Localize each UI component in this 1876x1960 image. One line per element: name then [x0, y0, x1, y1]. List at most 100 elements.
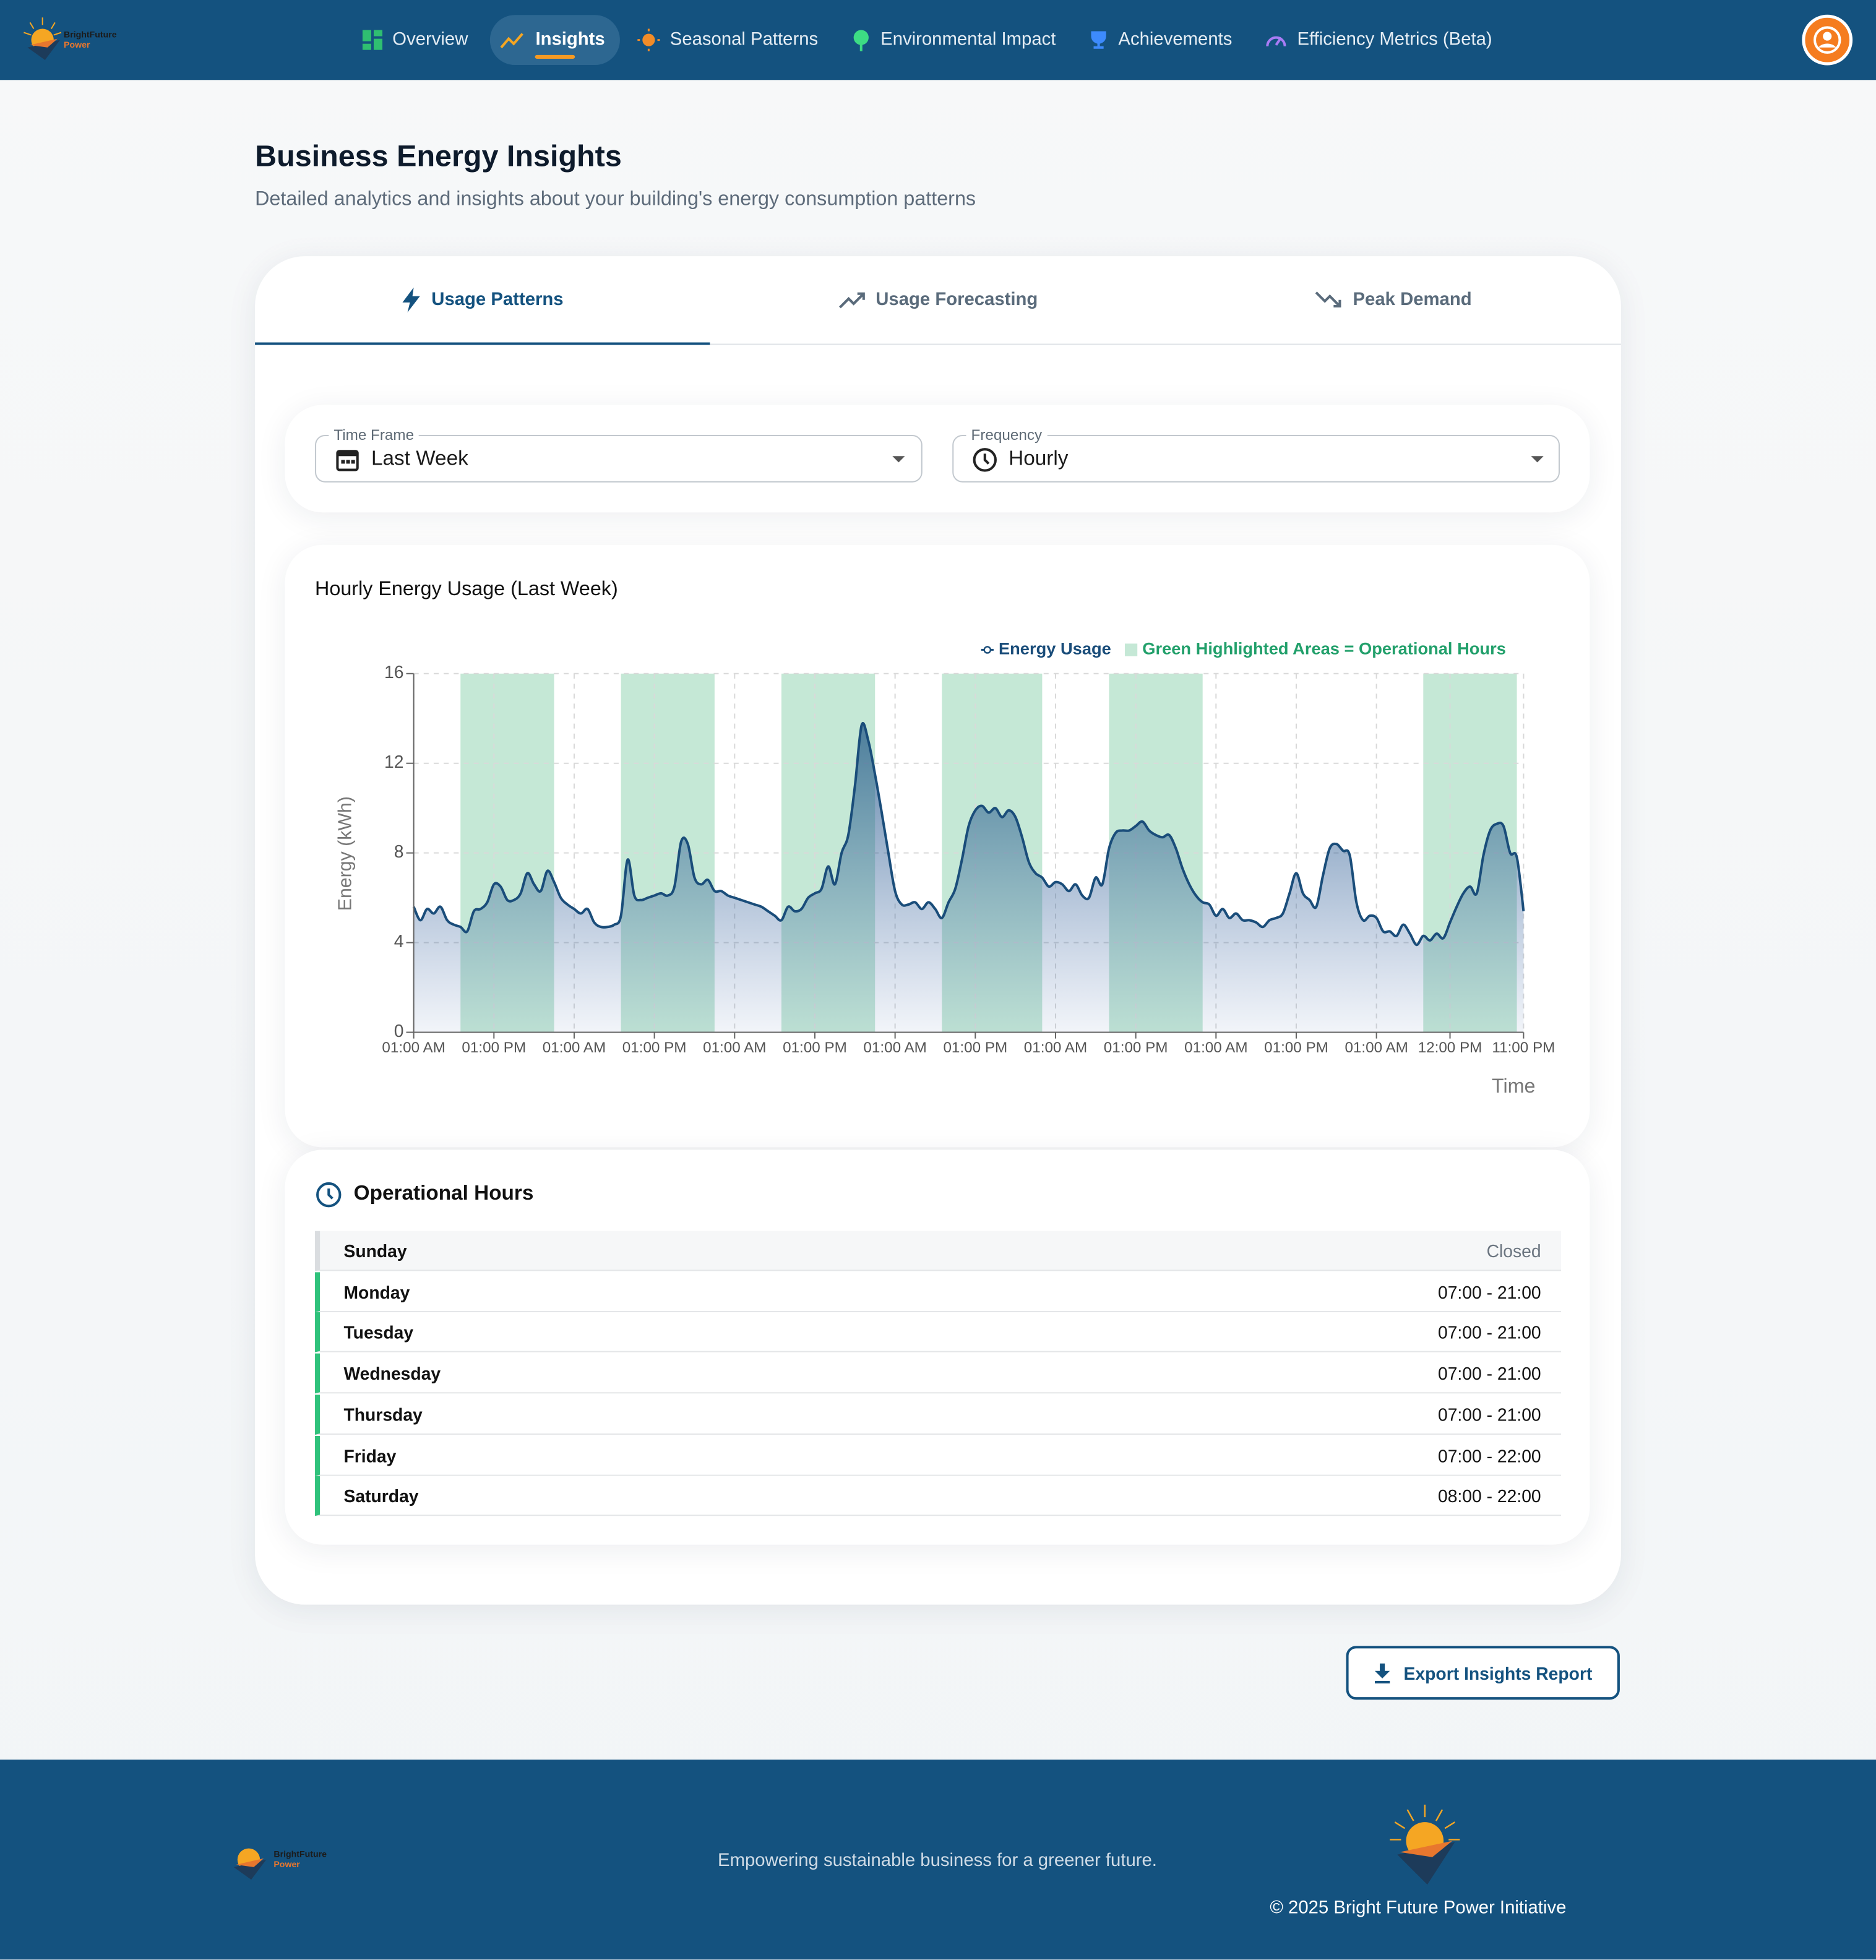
hours-row: Friday 07:00 - 22:00 — [315, 1435, 1561, 1476]
icon — [838, 292, 865, 309]
frequency-select[interactable]: Frequency Hourly — [952, 426, 1560, 483]
day: Wednesday — [343, 1364, 441, 1384]
hours: Closed — [1486, 1240, 1541, 1262]
clock-icon — [316, 1182, 342, 1208]
brand-name: BrightFuture — [273, 1850, 327, 1860]
dropdown-arrow — [892, 456, 905, 463]
nav-label: Overview — [392, 30, 468, 50]
icon — [1315, 291, 1342, 307]
page-title: Business Energy Insights — [255, 140, 622, 174]
brand-sub: Power — [64, 41, 90, 50]
hours: 07:00 - 21:00 — [1437, 1322, 1541, 1343]
tab-label: Usage Patterns — [431, 289, 564, 309]
x-tick-label: 01:00 AM — [1024, 1039, 1087, 1056]
footer-brand: BrightFuture Power — [273, 1851, 327, 1871]
x-tick-label: 01:00 AM — [382, 1039, 445, 1056]
page-subtitle: Detailed analytics and insights about yo… — [255, 189, 976, 210]
x-tick-label: 01:00 PM — [1104, 1039, 1168, 1056]
nav-item[interactable]: Achievements — [1078, 15, 1247, 65]
hours: 07:00 - 21:00 — [1437, 1364, 1541, 1384]
logo-icon — [24, 17, 62, 60]
day: Sunday — [343, 1240, 407, 1262]
icon — [1265, 36, 1286, 46]
top-nav: BrightFuture Power Overview Insights Sea… — [0, 0, 1876, 80]
footer-tagline: Empowering sustainable business for a gr… — [718, 1850, 1157, 1871]
day: Tuesday — [343, 1322, 414, 1343]
nav-label: Seasonal Patterns — [669, 30, 819, 50]
brand: BrightFuture Power — [64, 32, 117, 51]
x-tick-label: 01:00 PM — [462, 1039, 526, 1056]
select-value: Hourly — [1009, 447, 1069, 470]
nav-label: Achievements — [1118, 30, 1233, 50]
nav-item[interactable]: Environmental Impact — [841, 15, 1071, 65]
hours-row: Wednesday 07:00 - 21:00 — [315, 1353, 1561, 1394]
y-tick-label: 16 — [384, 662, 403, 682]
y-tick-label: 4 — [394, 931, 404, 951]
footer-copyright: © 2025 Bright Future Power Initiative — [1270, 1898, 1567, 1919]
area — [413, 723, 1524, 1033]
brand-name: BrightFuture — [64, 31, 117, 40]
x-tick-label: 01:00 AM — [1345, 1039, 1408, 1056]
tab-active[interactable]: Usage Patterns — [255, 256, 710, 345]
export-label: Export Insights Report — [1403, 1662, 1593, 1683]
hours: 07:00 - 22:00 — [1437, 1445, 1541, 1466]
tab-label: Usage Forecasting — [876, 290, 1038, 310]
x-axis-label: Time — [1492, 1075, 1536, 1097]
hours-row: Tuesday 07:00 - 21:00 — [315, 1312, 1561, 1353]
export-button[interactable]: Export Insights Report — [1346, 1646, 1620, 1700]
day: Friday — [343, 1445, 397, 1466]
icon — [501, 33, 524, 49]
tab-divider — [255, 343, 1621, 345]
y-axis-label: Energy (kWh) — [335, 796, 356, 911]
y-tick-label: 12 — [384, 752, 403, 772]
legend-label: Green Highlighted Areas = Operational Ho… — [1142, 639, 1506, 658]
nav-items: Overview Insights Seasonal Patterns Envi… — [353, 15, 1507, 66]
hours-title: Operational Hours — [353, 1182, 534, 1205]
footer-logo-icon — [233, 1848, 267, 1880]
chart: Hourly Energy Usage (Last Week) Time Ene… — [315, 577, 1555, 1097]
x-tick-label: 01:00 PM — [622, 1039, 687, 1056]
day: Thursday — [343, 1404, 423, 1425]
x-tick-label: 12:00 PM — [1418, 1039, 1482, 1056]
hours: 07:00 - 21:00 — [1437, 1281, 1541, 1302]
tab[interactable]: Peak Demand — [1166, 256, 1621, 343]
dropdown-arrow — [1531, 456, 1544, 463]
hours: 08:00 - 22:00 — [1437, 1486, 1541, 1507]
hours-row: Monday 07:00 - 21:00 — [315, 1271, 1561, 1312]
legend-dot — [983, 646, 992, 654]
day: Saturday — [343, 1486, 419, 1507]
nav-item[interactable]: Efficiency Metrics (Beta) — [1255, 15, 1507, 65]
select-label: Frequency — [966, 426, 1048, 444]
nav-item-active[interactable]: Insights — [490, 15, 620, 66]
x-tick-label: 11:00 PM — [1492, 1039, 1555, 1056]
icon — [637, 28, 660, 51]
day: Monday — [343, 1281, 410, 1302]
x-tick-label: 01:00 AM — [543, 1039, 606, 1056]
nav-item[interactable]: Overview — [353, 15, 483, 65]
nav-label: Insights — [535, 30, 605, 50]
x-tick-label: 01:00 PM — [943, 1039, 1007, 1056]
icon — [1090, 31, 1106, 49]
active-underline — [535, 54, 575, 59]
hours: 07:00 - 21:00 — [1437, 1404, 1541, 1425]
nav-item[interactable]: Seasonal Patterns — [627, 15, 833, 65]
legend-label: Energy Usage — [999, 639, 1111, 658]
avatar[interactable] — [1801, 14, 1854, 66]
timeframe-select[interactable]: Time Frame Last Week — [315, 426, 923, 483]
chart-title: Hourly Energy Usage (Last Week) — [315, 577, 618, 600]
x-tick-label: 01:00 PM — [783, 1039, 847, 1056]
line — [412, 722, 1525, 947]
footer-sun-logo — [1390, 1804, 1460, 1885]
clock-icon — [973, 448, 997, 472]
nav-label: Efficiency Metrics (Beta) — [1297, 30, 1492, 50]
tab[interactable]: Usage Forecasting — [710, 256, 1166, 343]
legend-swatch — [1125, 643, 1138, 656]
select-label: Time Frame — [329, 426, 420, 444]
icon — [362, 30, 383, 50]
x-tick-label: 01:00 AM — [863, 1039, 926, 1056]
footer: BrightFuture Power Empowering sustainabl… — [0, 1760, 1876, 1960]
x-tick-label: 01:00 AM — [703, 1039, 766, 1056]
